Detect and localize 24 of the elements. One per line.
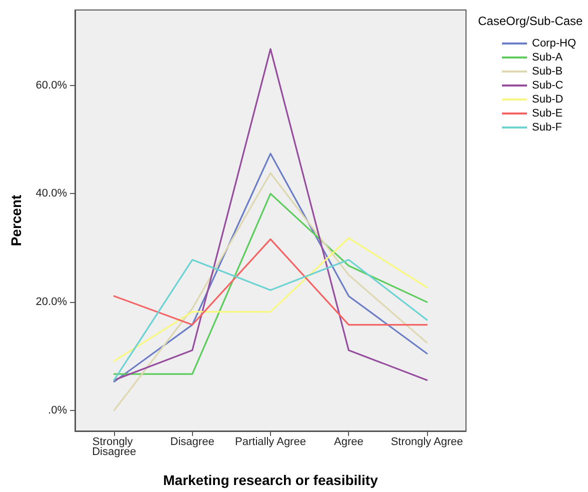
legend-title: CaseOrg/Sub-Case xyxy=(478,14,584,28)
legend-label: Sub-C xyxy=(532,80,564,92)
x-tick-label: Agree xyxy=(334,436,364,448)
line-series xyxy=(113,258,428,381)
line-series xyxy=(113,237,428,362)
x-tick-label: Strongly Agree xyxy=(390,436,463,448)
legend-label: Sub-A xyxy=(532,52,564,64)
y-tick-label: 20.0% xyxy=(36,296,68,308)
legend-label: Sub-B xyxy=(532,66,563,78)
line-series xyxy=(113,152,428,382)
x-tick-label: Strongly Disagree xyxy=(92,436,136,458)
y-tick-label: 60.0% xyxy=(36,79,68,92)
x-axis-title: Marketing research or feasibility xyxy=(163,472,378,488)
legend-label: Corp-HQ xyxy=(532,38,576,50)
x-tick-label: Disagree xyxy=(170,436,214,448)
line-series xyxy=(113,172,428,412)
legend-label: Sub-D xyxy=(532,94,564,106)
x-tick-label: Partially Agree xyxy=(235,436,306,448)
legend-label: Sub-F xyxy=(532,122,562,134)
line-series xyxy=(113,192,428,375)
y-tick-label: .0% xyxy=(48,404,68,416)
y-axis-title: Percent xyxy=(8,194,24,246)
legend-label: Sub-E xyxy=(532,108,563,120)
y-tick-label: 40.0% xyxy=(36,188,68,200)
